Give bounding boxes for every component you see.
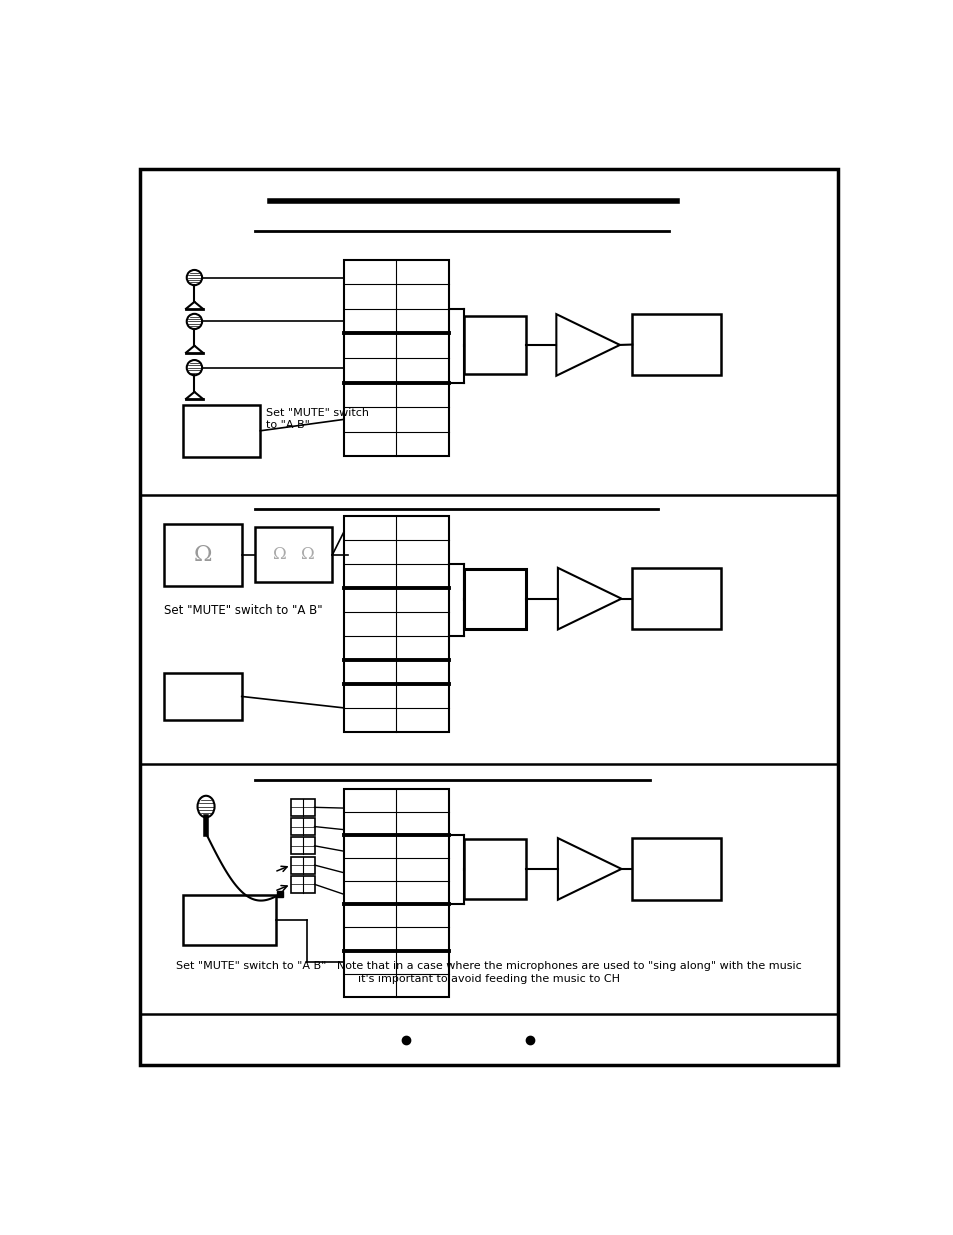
Text: it's important to avoid feeding the music to CH: it's important to avoid feeding the musi…	[357, 974, 619, 984]
Text: Set "MUTE" switch to "A B": Set "MUTE" switch to "A B"	[164, 604, 322, 618]
Bar	[164, 524, 241, 585]
Circle shape	[187, 270, 202, 285]
Bar	[254, 527, 332, 583]
Bar	[183, 405, 260, 457]
Bar	[344, 789, 448, 997]
Bar	[183, 895, 275, 945]
Bar	[632, 839, 720, 900]
Bar	[464, 839, 525, 899]
Bar	[291, 799, 314, 816]
Bar	[291, 876, 314, 893]
Text: Set "MUTE" switch
to "A B": Set "MUTE" switch to "A B"	[266, 409, 369, 430]
Bar	[464, 316, 525, 374]
Bar	[291, 818, 314, 835]
Text: Set "MUTE" switch to "A B"   Note that in a case where the microphones are used : Set "MUTE" switch to "A B" Note that in …	[176, 961, 801, 971]
Circle shape	[187, 361, 202, 375]
Bar	[632, 568, 720, 630]
Text: Ω: Ω	[193, 543, 212, 566]
Circle shape	[187, 314, 202, 329]
Bar	[291, 857, 314, 873]
Bar	[632, 314, 720, 375]
Bar	[291, 837, 314, 855]
Polygon shape	[558, 839, 620, 900]
Bar	[344, 259, 448, 456]
Text: Ω: Ω	[300, 546, 314, 563]
Polygon shape	[558, 568, 620, 630]
Bar	[464, 568, 525, 629]
Ellipse shape	[197, 795, 214, 818]
Bar	[164, 673, 241, 720]
Bar	[140, 1014, 837, 1065]
Text: Ω: Ω	[273, 546, 286, 563]
Polygon shape	[556, 314, 619, 375]
Bar	[344, 516, 448, 732]
